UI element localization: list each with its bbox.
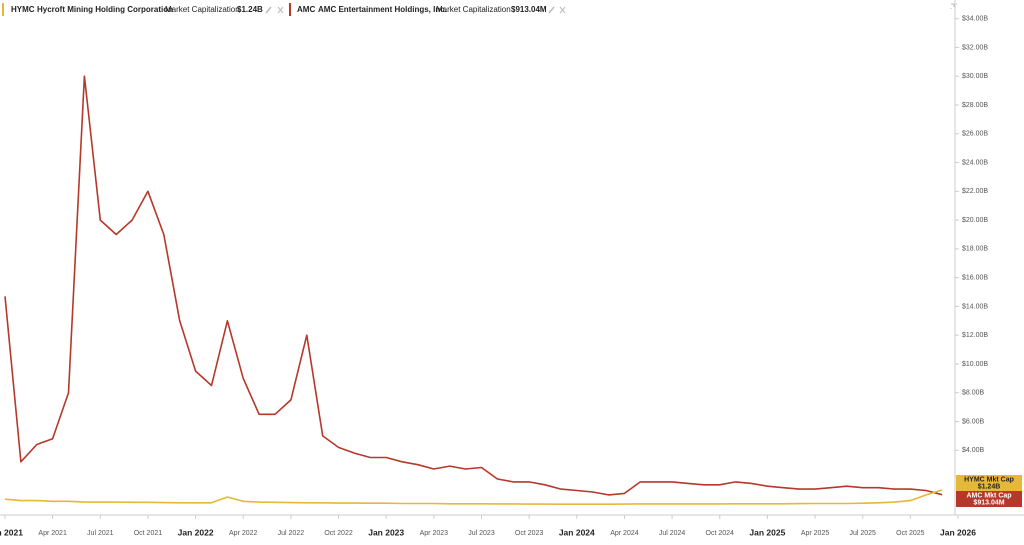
y-tick-label: $32.00B bbox=[962, 44, 988, 51]
x-tick-label: Apr 2025 bbox=[801, 530, 830, 537]
legend-value: $1.24B bbox=[237, 5, 263, 14]
plot-area bbox=[4, 75, 943, 505]
legend-metric: Market Capitalization bbox=[436, 5, 511, 14]
expand-icon[interactable] bbox=[950, 3, 957, 9]
y-tick-label: $12.00B bbox=[962, 332, 988, 339]
x-tick-label: Apr 2023 bbox=[420, 530, 449, 537]
legend-swatch bbox=[289, 3, 291, 16]
close-icon[interactable] bbox=[559, 6, 566, 14]
end-tag-value: $913.04M bbox=[973, 499, 1004, 506]
legend-company: AMC Entertainment Holdings, Inc. bbox=[318, 5, 447, 14]
x-tick-label: Oct 2022 bbox=[324, 530, 353, 537]
y-tick-label: $20.00B bbox=[962, 217, 988, 224]
x-tick-label: Oct 2021 bbox=[134, 530, 163, 537]
legend-symbol[interactable]: HYMC bbox=[11, 5, 35, 14]
legend-swatch bbox=[2, 3, 4, 16]
y-tick-label: $24.00B bbox=[962, 159, 988, 166]
legend-metric: Market Capitalization bbox=[165, 5, 240, 14]
x-tick-label: Jan 2023 bbox=[368, 527, 404, 537]
x-tick-label: Jan 2026 bbox=[940, 527, 976, 537]
y-tick-label: $4.00B bbox=[962, 447, 985, 454]
legend-symbol[interactable]: AMC bbox=[297, 5, 315, 14]
y-tick-label: $16.00B bbox=[962, 274, 988, 281]
x-tick-label: Jul 2025 bbox=[849, 530, 876, 537]
x-tick-label: Jul 2022 bbox=[278, 530, 305, 537]
end-tag bbox=[956, 475, 1022, 491]
x-tick-label: Apr 2024 bbox=[610, 530, 639, 537]
end-tag-name: AMC Mkt Cap bbox=[966, 492, 1011, 499]
end-tag-name: HYMC Mkt Cap bbox=[964, 476, 1014, 483]
x-tick-label: Apr 2022 bbox=[229, 530, 258, 537]
x-tick-label: Oct 2025 bbox=[896, 530, 925, 537]
y-tick-label: $22.00B bbox=[962, 188, 988, 195]
legend: HYMC Hycroft Mining Holding Corporation … bbox=[2, 3, 566, 16]
series-line bbox=[4, 489, 943, 505]
x-tick-label: Oct 2024 bbox=[706, 530, 735, 537]
x-tick-label: Oct 2023 bbox=[515, 530, 544, 537]
close-icon[interactable] bbox=[277, 6, 284, 14]
x-tick-label: Apr 2021 bbox=[38, 530, 67, 537]
y-tick-label: $34.00B bbox=[962, 16, 988, 23]
x-tick-label: Jul 2021 bbox=[87, 530, 114, 537]
legend-value: $913.04M bbox=[511, 5, 547, 14]
legend-company: Hycroft Mining Holding Corporation bbox=[37, 5, 173, 14]
y-tick-label: $18.00B bbox=[962, 246, 988, 253]
y-tick-label: $14.00B bbox=[962, 303, 988, 310]
x-tick-label: Jul 2023 bbox=[468, 530, 495, 537]
edit-icon[interactable] bbox=[548, 6, 555, 14]
x-tick-label: Jul 2024 bbox=[659, 530, 686, 537]
y-tick-label: $28.00B bbox=[962, 102, 988, 109]
series-line bbox=[4, 75, 943, 496]
y-tick-label: $26.00B bbox=[962, 131, 988, 138]
x-tick-label: Jan 2022 bbox=[178, 527, 214, 537]
end-tag bbox=[956, 491, 1022, 507]
y-tick-label: $30.00B bbox=[962, 73, 988, 80]
x-tick-label: Jan 2024 bbox=[559, 527, 595, 537]
y-tick-label: $8.00B bbox=[962, 390, 985, 397]
y-tick-label: $6.00B bbox=[962, 418, 985, 425]
x-tick-label: Jan 2025 bbox=[749, 527, 785, 537]
end-tag-value: $1.24B bbox=[978, 483, 1001, 490]
edit-icon[interactable] bbox=[265, 6, 272, 14]
x-tick-label: Jan 2021 bbox=[0, 527, 23, 537]
y-tick-label: $10.00B bbox=[962, 361, 988, 368]
